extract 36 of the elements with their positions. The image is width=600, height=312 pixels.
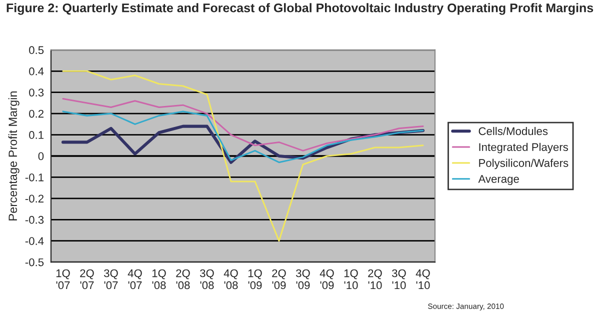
y-tick-label: 0 (38, 152, 44, 160)
x-tick-label: 3Q '10 (392, 269, 406, 290)
y-tick-label: -0.5 (25, 258, 44, 266)
line-series (62, 70, 424, 242)
x-tick-label: 2Q '09 (272, 269, 286, 290)
x-tick-label: 2Q '10 (368, 269, 382, 290)
y-tick-label: -0.3 (25, 216, 44, 224)
x-tick-label: 3Q '07 (104, 269, 118, 290)
legend-label: Average (478, 175, 519, 186)
y-tick-label: 0.2 (29, 110, 44, 118)
x-tick-label: 2Q '08 (176, 269, 190, 290)
y-tick-label: -0.1 (25, 173, 44, 182)
y-tick-label: -0.4 (25, 237, 44, 245)
x-tick-label: 1Q '07 (56, 269, 70, 290)
x-tick-label: 4Q '09 (320, 269, 334, 290)
y-tick-label: 0.4 (29, 67, 44, 76)
legend-label: Polysilicon/Wafers (479, 158, 568, 170)
x-tick-label: 1Q '09 (248, 269, 262, 290)
y-axis-title: Percentage Profit Margin (8, 91, 20, 220)
x-tick-label: 2Q '07 (80, 269, 94, 290)
legend-label: Cells/Modules (478, 126, 548, 136)
x-tick-label: 1Q '10 (344, 269, 358, 290)
y-tick-label: 0.3 (29, 88, 44, 96)
legend-label: Integrated Players (479, 142, 568, 154)
x-tick-label: 3Q '08 (200, 269, 214, 290)
line-series (62, 98, 424, 152)
x-tick-label: 4Q '08 (224, 269, 238, 290)
y-tick-label: -0.2 (25, 194, 44, 203)
x-tick-label: 4Q '10 (416, 269, 430, 290)
x-tick-label: 4Q '07 (128, 269, 142, 290)
line-series (62, 110, 424, 164)
chart-title: Figure 2: Quarterly Estimate and Forecast of Global Photovoltaic Industry Operating Profit Margins (6, 3, 594, 15)
x-tick-label: 1Q '08 (152, 269, 166, 290)
x-tick-label: 3Q '09 (296, 269, 310, 290)
y-tick-label: 0.5 (29, 46, 44, 54)
y-tick-label: 0.1 (29, 131, 44, 139)
